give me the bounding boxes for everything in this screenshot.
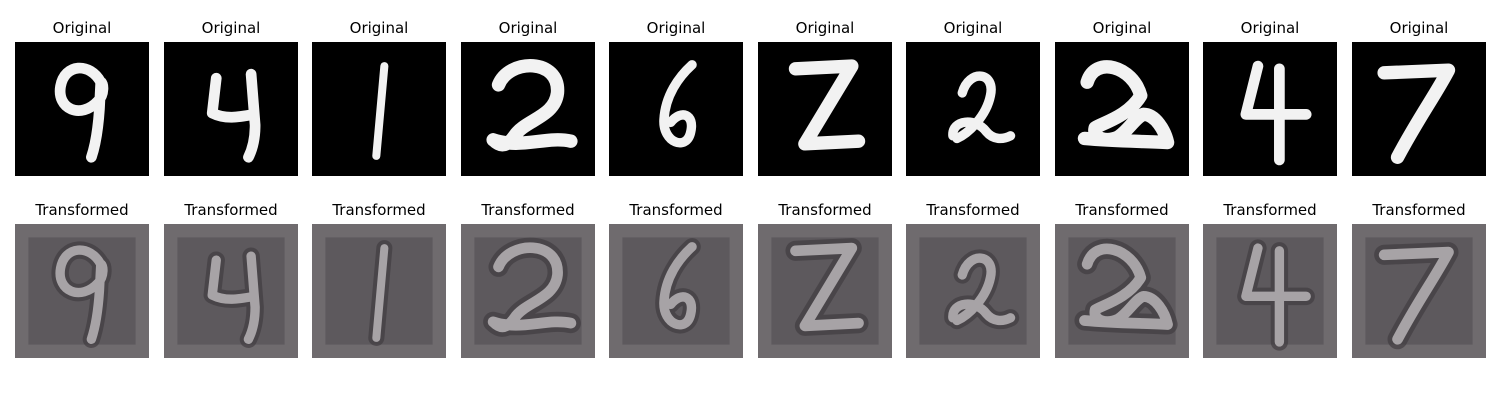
digit-image [461, 42, 595, 176]
digit-image [15, 42, 149, 176]
transformed-digit-image [1352, 224, 1486, 358]
original-row: Original Original Original Original [0, 0, 1500, 180]
transformed-digit-image [1055, 224, 1189, 358]
transformed-digit-image [758, 224, 892, 358]
transformed-digit-image [609, 224, 743, 358]
digit-image [1055, 42, 1189, 176]
transformed-digit-image [906, 224, 1040, 358]
transformed-digit-image [15, 224, 149, 358]
panel-title: Original [646, 19, 706, 37]
panel-title: Original [1240, 19, 1300, 37]
digit-image [1352, 42, 1486, 176]
panel-title: Original [201, 19, 261, 37]
panel-title: Original [349, 19, 409, 37]
panel-title: Original [1092, 19, 1152, 37]
transformed-digit-image [312, 224, 446, 358]
panel-title: Original [498, 19, 558, 37]
digit-image [906, 42, 1040, 176]
digit-image [758, 42, 892, 176]
transformed-row: Transformed Transformed Transformed [0, 182, 1500, 362]
digit-image [312, 42, 446, 176]
digit-image [609, 42, 743, 176]
transformed-digit-image [461, 224, 595, 358]
panel-title: Transformed [332, 201, 426, 219]
panel-title: Original [52, 19, 112, 37]
transformed-digit-image [1203, 224, 1337, 358]
panel-title: Transformed [1223, 201, 1317, 219]
panel-title: Transformed [778, 201, 872, 219]
digit-image [164, 42, 298, 176]
panel-title: Original [795, 19, 855, 37]
panel-title: Transformed [35, 201, 129, 219]
panel-title: Transformed [629, 201, 723, 219]
digit-image [1203, 42, 1337, 176]
panel-title: Transformed [184, 201, 278, 219]
panel-title: Transformed [926, 201, 1020, 219]
panel-title: Transformed [1075, 201, 1169, 219]
panel-title: Transformed [481, 201, 575, 219]
panel-title: Transformed [1372, 201, 1466, 219]
panel-title: Original [1389, 19, 1449, 37]
transformed-digit-image [164, 224, 298, 358]
panel-title: Original [943, 19, 1003, 37]
